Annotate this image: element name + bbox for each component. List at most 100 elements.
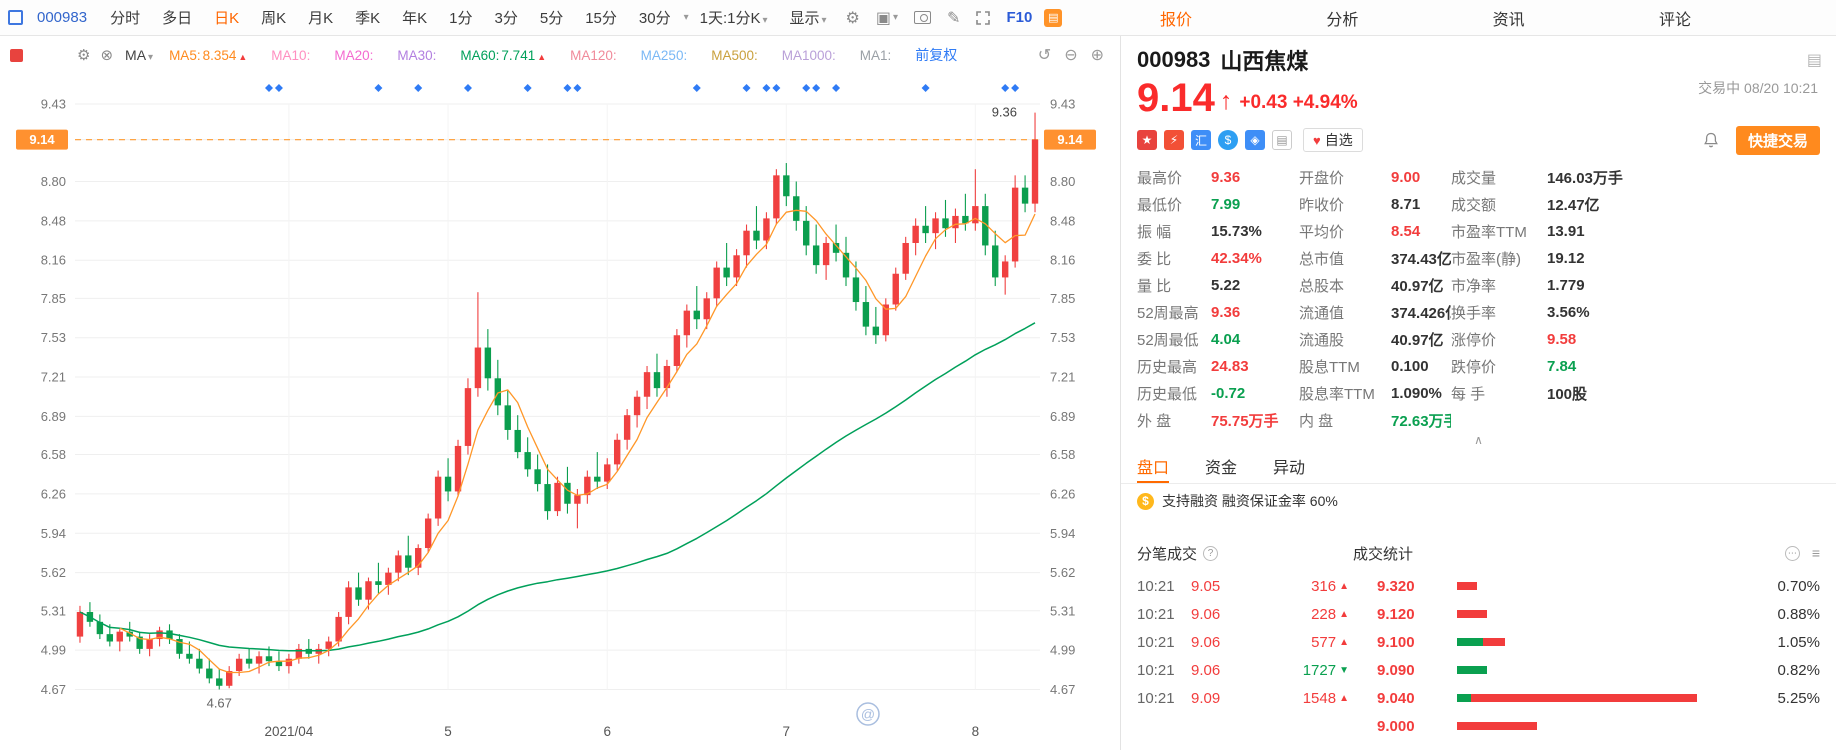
chevron-down-icon: ▾ bbox=[821, 15, 827, 26]
stat-label: 市盈率TTM bbox=[1451, 224, 1527, 241]
stat-value: 9.36 bbox=[1211, 169, 1241, 186]
period-3分[interactable]: 3分 bbox=[494, 10, 518, 27]
stat-cell: 每 手 100股 bbox=[1451, 380, 1828, 407]
fullscreen-icon[interactable] bbox=[968, 10, 998, 25]
zoom-in-icon[interactable]: ⊕ bbox=[1090, 47, 1104, 64]
exchange-icon[interactable]: 汇 bbox=[1191, 130, 1211, 150]
stat-label: 每 手 bbox=[1451, 386, 1486, 403]
period-1分[interactable]: 1分 bbox=[449, 10, 473, 27]
distribution-price: 9.120 bbox=[1377, 605, 1415, 623]
flag-icon[interactable]: ★ bbox=[1137, 130, 1157, 150]
volume-distribution-list: 9.320 0.70% 9.120 0.88% 9.100 1.05% 9.090 0.82%… bbox=[1377, 572, 1820, 740]
layout-icon[interactable]: ▣ ▾ bbox=[875, 9, 899, 27]
svg-text:8.16: 8.16 bbox=[1050, 253, 1075, 268]
tick-time: 10:21 bbox=[1137, 605, 1175, 623]
pencil-icon[interactable]: ✎ bbox=[947, 9, 961, 27]
bar-segment bbox=[1457, 582, 1477, 590]
ma-item-MA500[interactable]: MA500: bbox=[711, 48, 758, 63]
candlestick-chart[interactable]: 9.43 9.43 9.14 9.14 8.80 8.80 8.48 8.48 8.16 8.16… bbox=[0, 74, 1120, 750]
report-icon[interactable]: ▤ bbox=[1044, 8, 1063, 27]
tick-area: 10:21 9.05 316 ▲ 10:21 9.06 228 ▲ 10:21 9.06 577 ▲ 1… bbox=[1121, 570, 1836, 740]
period-日K[interactable]: 日K bbox=[214, 10, 240, 27]
ma-dropdown[interactable]: MA ▾ bbox=[125, 47, 154, 63]
up-arrow-icon: ↑ bbox=[1219, 87, 1233, 115]
ma-item-MA1000[interactable]: MA1000: bbox=[782, 48, 836, 63]
bell-icon[interactable] bbox=[1703, 132, 1719, 149]
display-menu[interactable]: 显示 ▾ bbox=[789, 10, 827, 27]
period-30分[interactable]: 30分 bbox=[638, 10, 671, 27]
svg-text:@: @ bbox=[861, 706, 875, 722]
ma-item-MA120[interactable]: MA120: bbox=[570, 48, 617, 63]
ma-close-icon[interactable]: ⊗ bbox=[100, 47, 114, 64]
favorite-label: 自选 bbox=[1324, 132, 1353, 148]
more-options-icon[interactable]: ⋯ bbox=[1784, 545, 1800, 561]
quick-trade-button[interactable]: 快捷交易 bbox=[1735, 125, 1820, 155]
interval-combo[interactable]: 1天:1分K ▾ bbox=[699, 10, 768, 27]
adjust-mode-link[interactable]: 前复权 bbox=[915, 47, 958, 63]
tag-icon[interactable]: ◈ bbox=[1245, 130, 1265, 150]
stat-label: 历史最高 bbox=[1137, 359, 1198, 376]
collapse-chevron-icon[interactable]: ∧ bbox=[1474, 433, 1483, 447]
up-triangle-icon: ▲ bbox=[537, 51, 547, 62]
period-年K[interactable]: 年K bbox=[402, 10, 428, 27]
camera-icon[interactable] bbox=[906, 11, 939, 24]
ma-item-MA10[interactable]: MA10: bbox=[271, 48, 310, 63]
period-月K[interactable]: 月K bbox=[308, 10, 334, 27]
settings-gear-icon[interactable]: ⚙ bbox=[845, 9, 860, 27]
subtab-盘口[interactable]: 盘口 bbox=[1137, 450, 1170, 483]
ma-item-MA250[interactable]: MA250: bbox=[641, 48, 688, 63]
ma-item-MA30[interactable]: MA30: bbox=[397, 48, 436, 63]
distribution-percent: 1.05% bbox=[1777, 633, 1820, 651]
favorite-button[interactable]: ♥ 自选 bbox=[1303, 128, 1363, 152]
period-周K[interactable]: 周K bbox=[261, 10, 287, 27]
note-icon[interactable]: ▤ bbox=[1272, 130, 1292, 150]
period-more-chevron-icon[interactable]: ▾ bbox=[683, 12, 689, 23]
subtab-资金[interactable]: 资金 bbox=[1205, 459, 1238, 477]
period-5分[interactable]: 5分 bbox=[539, 10, 564, 27]
stat-cell: 流通值 374.426亿 bbox=[1299, 299, 1451, 326]
subtab-异动[interactable]: 异动 bbox=[1273, 459, 1306, 477]
ma-item-MA20[interactable]: MA20: bbox=[334, 48, 373, 63]
svg-text:4.67: 4.67 bbox=[1050, 682, 1075, 697]
up-triangle-icon: ▲ bbox=[1339, 608, 1349, 620]
stock-label-icon[interactable] bbox=[10, 48, 23, 62]
dollar-icon[interactable]: $ bbox=[1218, 130, 1238, 150]
distribution-bar bbox=[1443, 582, 1777, 590]
period-多日[interactable]: 多日 bbox=[162, 10, 193, 27]
stat-value: 72.63万手 bbox=[1391, 413, 1451, 430]
stat-value: 9.58 bbox=[1547, 331, 1577, 348]
stat-value: 374.43亿 bbox=[1391, 251, 1451, 268]
panel-layout-icon[interactable]: ▤ bbox=[1806, 52, 1822, 69]
f10-button[interactable]: F10 bbox=[1006, 9, 1033, 26]
tick-volume-value: 316 bbox=[1311, 577, 1337, 595]
margin-info-row[interactable]: $ 支持融资 融资保证金率 60% bbox=[1121, 484, 1836, 518]
tab-评论[interactable]: 评论 bbox=[1658, 12, 1691, 29]
stat-value: 1.090% bbox=[1391, 385, 1442, 402]
tab-报价[interactable]: 报价 bbox=[1160, 12, 1193, 29]
ma-item-MA60[interactable]: MA60: 7.741 ▲ bbox=[460, 48, 546, 63]
tab-资讯[interactable]: 资讯 bbox=[1492, 12, 1525, 29]
zoom-out-icon[interactable]: ⊖ bbox=[1064, 47, 1078, 64]
bolt-icon[interactable]: ⚡ bbox=[1164, 130, 1184, 150]
undo-icon[interactable]: ↺ bbox=[1037, 47, 1052, 64]
help-icon[interactable]: ? bbox=[1203, 545, 1219, 561]
ma-item-MA1[interactable]: MA1: bbox=[860, 48, 892, 63]
window-icon[interactable] bbox=[8, 10, 23, 25]
period-分时[interactable]: 分时 bbox=[110, 10, 141, 27]
toolbar-stock-code[interactable]: 000983 bbox=[37, 9, 88, 26]
stat-label: 开盘价 bbox=[1299, 170, 1345, 187]
stat-value: 8.71 bbox=[1391, 196, 1421, 213]
ma-label: MA20: bbox=[334, 47, 374, 63]
tab-分析[interactable]: 分析 bbox=[1326, 12, 1359, 29]
period-15分[interactable]: 15分 bbox=[585, 10, 617, 27]
tick-volume: 1548 ▲ bbox=[1303, 690, 1349, 707]
svg-text:4.67: 4.67 bbox=[41, 682, 66, 697]
ma-gear-icon[interactable]: ⚙ bbox=[77, 47, 91, 64]
period-季K[interactable]: 季K bbox=[355, 10, 381, 27]
list-view-icon[interactable]: ≡ bbox=[1811, 545, 1820, 561]
quote-panel: 000983 山西焦煤 ▤ 9.14 ↑ +0.43 +4.94% 交易中 08… bbox=[1120, 36, 1836, 750]
stat-value: 15.73% bbox=[1211, 223, 1262, 240]
ma-item-MA5[interactable]: MA5: 8.354 ▲ bbox=[169, 48, 247, 63]
chart-pane: ⚙ ⊗ MA ▾ MA5: 8.354 ▲ MA10: MA20: MA30: MA60: 7.… bbox=[0, 36, 1120, 750]
tick-volume-value: 1727 bbox=[1302, 661, 1337, 679]
